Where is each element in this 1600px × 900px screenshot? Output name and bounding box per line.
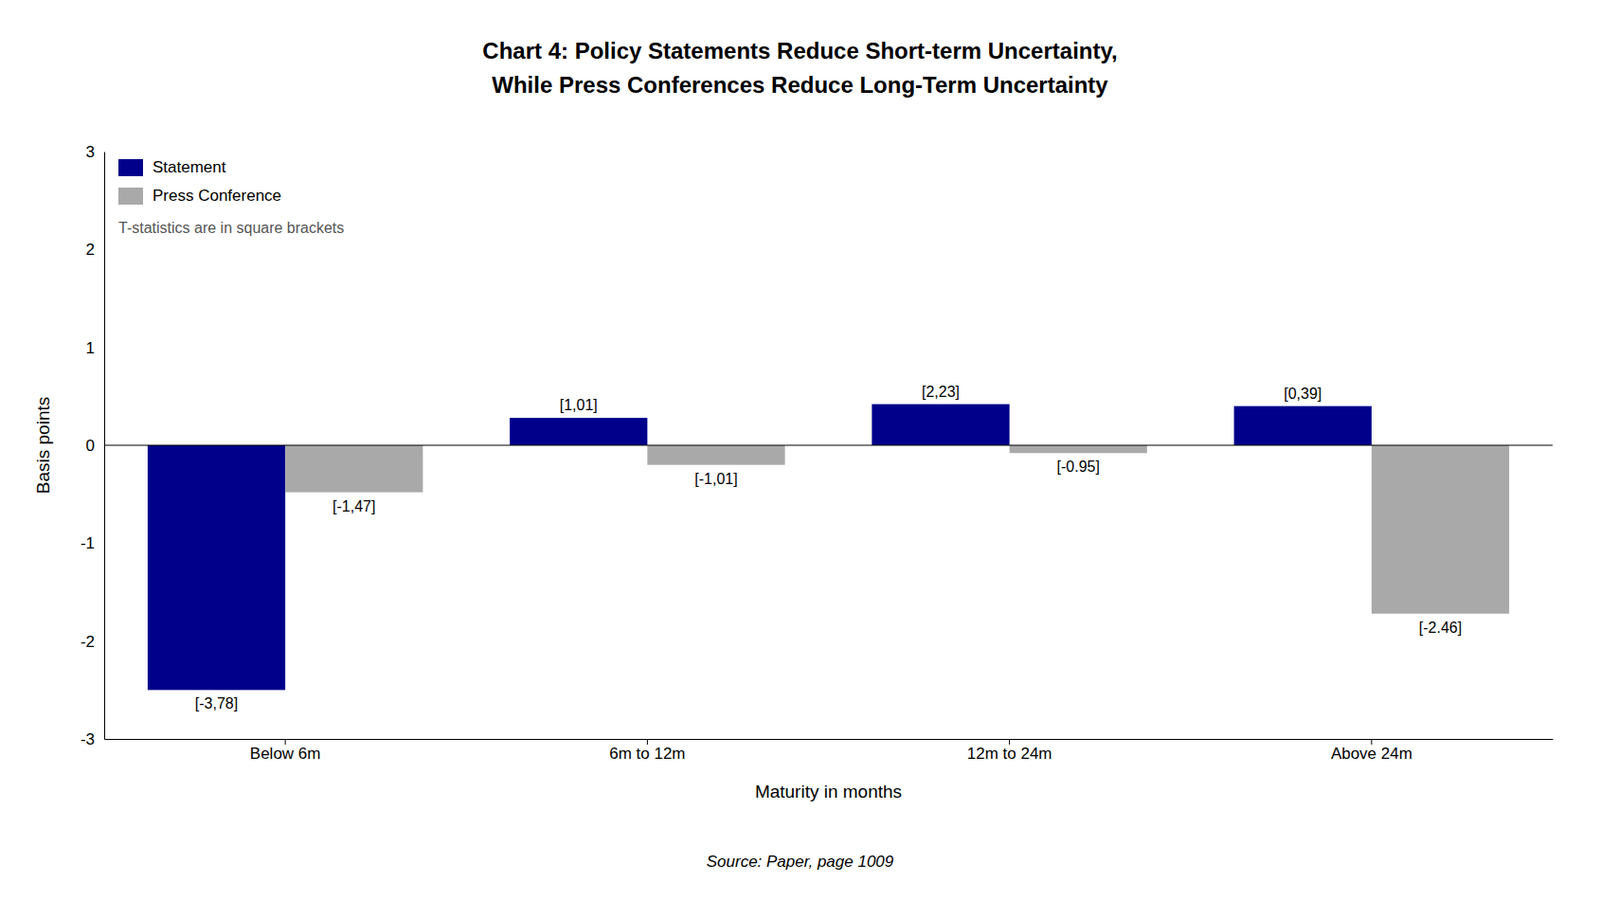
y-tick: -2 xyxy=(80,632,105,651)
bars xyxy=(147,404,1510,691)
legend-item: Press Conference xyxy=(118,186,282,205)
x-axis-line xyxy=(105,738,1554,740)
x-tick: 6m to 12m xyxy=(609,738,685,763)
y-tick: 1 xyxy=(86,339,105,358)
legend-item: Statement xyxy=(118,158,227,177)
y-tick-label: -3 xyxy=(80,730,95,749)
y-tick: 3 xyxy=(86,143,105,162)
x-tick-label: Above 24m xyxy=(1330,744,1413,763)
t-stat-label: [1,01] xyxy=(559,396,598,414)
x-tick: Below 6m xyxy=(250,738,322,763)
x-tick: Above 24m xyxy=(1330,738,1413,763)
subtitle: While Press Conferences Reduce Long-Term… xyxy=(491,71,1109,98)
bar xyxy=(509,417,648,446)
t-stat-label: [-1,01] xyxy=(694,470,738,487)
y-tick-label: -2 xyxy=(80,632,95,651)
plot: -3 -2 -1 0 1 2 3 Below 6m 6m to 12m 12m to 24m Abo… xyxy=(80,143,1554,763)
bar xyxy=(647,445,785,466)
y-tick-label: 0 xyxy=(86,436,95,455)
t-stat-label: [-0.95] xyxy=(1057,458,1100,475)
t-stat-label: [-2.46] xyxy=(1419,619,1462,636)
y-tick: 0 xyxy=(86,436,105,455)
legend-swatch xyxy=(118,187,144,205)
bar xyxy=(1234,406,1372,446)
x-tick: 12m to 24m xyxy=(967,738,1053,763)
y-tick: -3 xyxy=(80,730,105,749)
t-stat-labels: [-3,78] [1,01] [2,23] [0,39] [-1,47] [-1,01] [… xyxy=(195,383,1462,713)
bar xyxy=(147,445,286,690)
bar-series xyxy=(147,404,1372,691)
t-stat-label: [2,23] xyxy=(921,383,960,400)
legend: Statement Press Conference T-statistics ar… xyxy=(118,158,344,236)
x-axis: Below 6m 6m to 12m 12m to 24m Above 24m xyxy=(105,738,1554,763)
bar xyxy=(285,445,423,493)
bar xyxy=(1009,445,1148,453)
chart: Chart 4: Policy Statements Reduce Short-… xyxy=(0,0,1600,900)
bar-series xyxy=(285,445,1510,614)
x-tick-label: 6m to 12m xyxy=(609,744,685,763)
t-stat-label: [0,39] xyxy=(1283,385,1322,402)
y-axis: -3 -2 -1 0 1 2 3 xyxy=(80,143,106,749)
y-tick-label: 2 xyxy=(86,240,95,259)
bar xyxy=(1371,445,1510,614)
x-tick-label: 12m to 24m xyxy=(967,744,1053,763)
x-tick-label: Below 6m xyxy=(250,744,322,763)
legend-label: Statement xyxy=(152,158,227,177)
t-stat-label: [-3,78] xyxy=(195,695,238,712)
legend-note: T-statistics are in square brackets xyxy=(118,219,344,236)
y-axis-title: Basis points xyxy=(33,396,54,494)
legend-label: Press Conference xyxy=(152,186,282,205)
legend-swatch xyxy=(118,159,144,177)
source: Source: Paper, page 1009 xyxy=(706,852,895,871)
t-stat-label: [-1,47] xyxy=(332,498,376,515)
y-tick-label: 1 xyxy=(86,339,95,358)
y-tick: 2 xyxy=(86,240,105,259)
x-axis-title: Maturity in months xyxy=(755,781,902,802)
y-tick-label: 3 xyxy=(86,143,95,162)
y-tick: -1 xyxy=(80,534,105,553)
y-tick-label: -1 xyxy=(80,534,95,553)
zero-line xyxy=(104,445,1553,447)
bar xyxy=(871,404,1009,446)
title: Chart 4: Policy Statements Reduce Short-… xyxy=(482,37,1117,64)
